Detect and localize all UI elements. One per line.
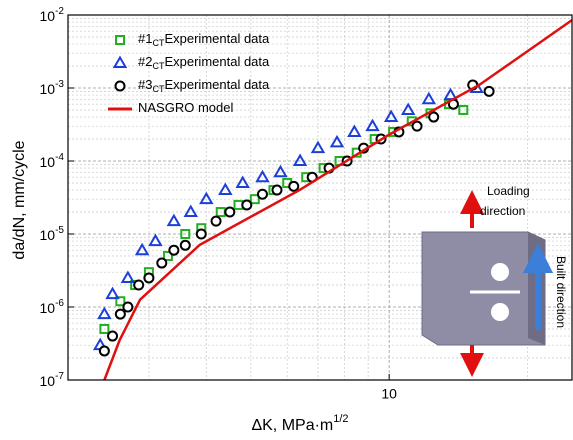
marker-circle <box>288 180 300 192</box>
marker-circle <box>428 111 440 123</box>
marker-square <box>115 296 126 307</box>
marker-circle <box>107 330 119 342</box>
legend-label: #2CTExperimental data <box>138 54 270 71</box>
legend-suffix: Experimental data <box>164 31 270 46</box>
marker-triangle <box>218 182 233 196</box>
specimen-hole <box>491 263 509 281</box>
x-axis-label: ΔK, MPa·m1/2 <box>251 413 348 434</box>
x-label-main: ΔK, MPa·m <box>251 417 333 434</box>
plot-frame <box>67 14 573 381</box>
y-tick-base: 10 <box>40 81 56 97</box>
marker-circle <box>122 301 134 313</box>
marker-triangle <box>365 118 380 132</box>
marker-square <box>115 35 125 45</box>
marker-triangle <box>310 140 326 154</box>
marker-triangle <box>166 213 182 227</box>
marker-triangle <box>105 286 120 300</box>
marker-circle <box>179 239 191 251</box>
marker-circle <box>224 206 236 218</box>
y-tick-base: 10 <box>40 154 56 170</box>
marker-circle <box>156 257 168 269</box>
marker-circle <box>195 228 207 240</box>
marker-circle <box>133 279 145 291</box>
y-tick-label: 10-3 <box>40 79 65 97</box>
legend-label: #3CTExperimental data <box>138 77 270 94</box>
x-tick-label: 10 <box>381 386 397 402</box>
marker-triangle <box>255 169 270 183</box>
y-tick-exponent: -3 <box>55 79 64 90</box>
specimen-hole <box>491 303 509 321</box>
y-tick-label: 10-4 <box>40 152 65 170</box>
marker-circle <box>483 85 495 97</box>
y-tick-label: 10-7 <box>40 371 65 389</box>
marker-triangle <box>120 270 136 283</box>
marker-triangle <box>112 55 128 68</box>
marker-circle <box>114 308 126 320</box>
marker-triangle <box>292 153 308 166</box>
marker-circle <box>256 188 268 200</box>
marker-triangle <box>97 306 112 320</box>
model-line <box>103 19 573 381</box>
y-tick-exponent: -7 <box>55 371 64 382</box>
legend-name: #3 <box>138 77 152 92</box>
legend-subscript: CT <box>152 38 164 48</box>
marker-circle <box>114 80 126 92</box>
legend-subscript: CT <box>152 61 164 71</box>
legend-label: #1CTExperimental data <box>138 31 270 48</box>
marker-triangle <box>134 242 150 256</box>
y-tick-label: 10-2 <box>40 6 65 24</box>
legend-suffix: Experimental data <box>164 54 270 69</box>
y-tick-base: 10 <box>40 8 56 24</box>
y-tick-exponent: -2 <box>55 6 64 17</box>
legend-name: NASGRO model <box>138 100 233 115</box>
marker-triangle <box>199 191 214 205</box>
legend: #1CTExperimental data#2CTExperimental da… <box>108 31 270 115</box>
marker-triangle <box>148 233 163 247</box>
annotation: Built direction <box>554 256 568 328</box>
y-tick-base: 10 <box>40 373 56 389</box>
marker-square <box>99 323 110 334</box>
marker-circle <box>411 120 423 132</box>
marker-circle <box>271 184 283 196</box>
legend-subscript: CT <box>152 84 164 94</box>
inset: Loading direction Built direction <box>421 184 568 377</box>
marker-triangle <box>383 109 399 123</box>
legend-label: NASGRO model <box>138 100 233 115</box>
y-tick-exponent: -6 <box>55 298 64 309</box>
marker-triangle <box>400 102 416 115</box>
y-tick-label: 10-6 <box>40 298 65 316</box>
y-tick-base: 10 <box>40 300 56 316</box>
annotation: direction <box>480 204 525 218</box>
specimen-plate <box>421 231 546 346</box>
y-tick-label: 10-5 <box>40 225 65 243</box>
marks <box>92 19 573 381</box>
y-axis-label: da/dN, mm/cycle <box>11 140 28 259</box>
marker-circle <box>210 215 222 227</box>
marker-circle <box>241 199 253 211</box>
legend-name: #2 <box>138 54 152 69</box>
marker-triangle <box>273 164 288 178</box>
marker-triangle <box>421 91 437 105</box>
marker-square <box>458 104 469 115</box>
y-tick-base: 10 <box>40 227 56 243</box>
y-tick-exponent: -5 <box>55 225 64 236</box>
marker-square <box>249 194 260 205</box>
legend-name: #1 <box>138 31 152 46</box>
marker-circle <box>143 272 155 284</box>
x-label-exponent: 1/2 <box>333 413 348 425</box>
y-tick-exponent: -4 <box>55 152 64 163</box>
annotation: Loading <box>487 184 530 198</box>
marker-circle <box>168 244 180 256</box>
marker-triangle <box>347 124 362 137</box>
marker-triangle <box>329 134 345 148</box>
marker-circle <box>98 345 110 357</box>
marker-square <box>180 229 191 239</box>
marker-triangle <box>183 204 198 218</box>
marker-triangle <box>235 175 250 188</box>
marker-triangle <box>443 87 458 101</box>
legend-suffix: Experimental data <box>164 77 270 92</box>
marker-square <box>162 250 173 261</box>
